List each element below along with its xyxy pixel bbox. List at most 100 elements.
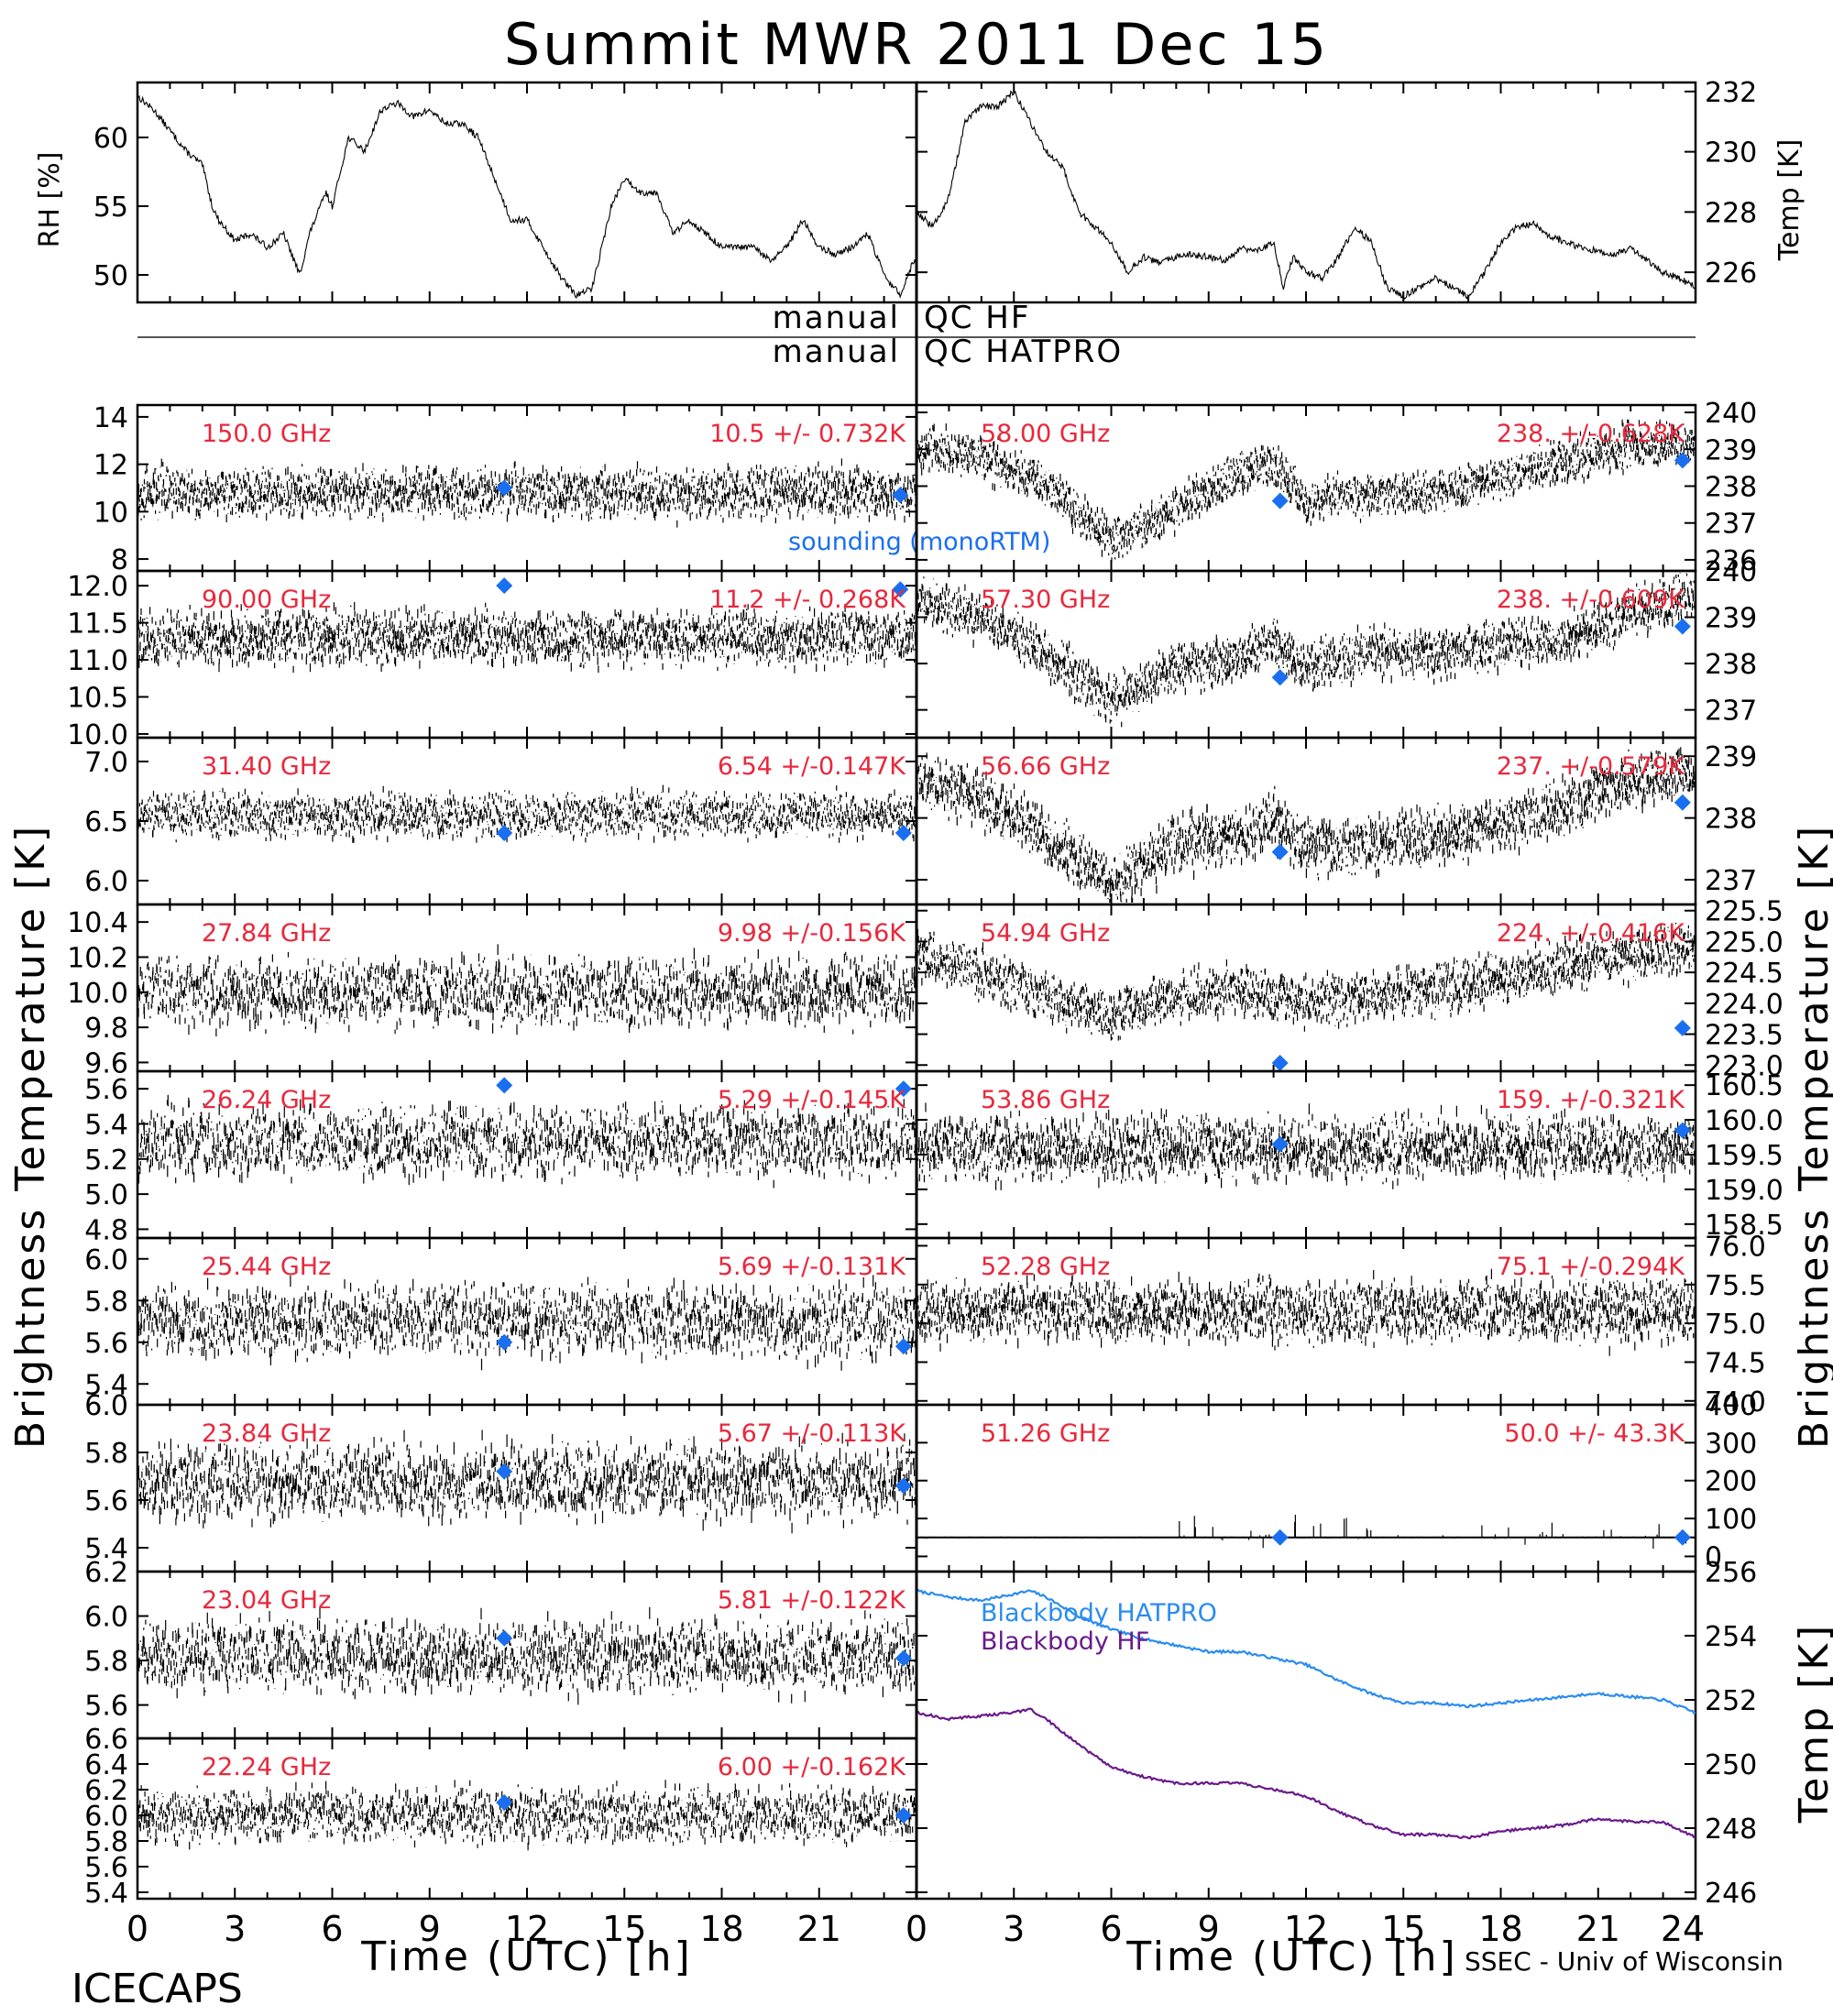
temp_top-ytick-label: 232 xyxy=(1705,77,1757,109)
qc-hatpro-right: QC HATPRO xyxy=(924,334,1123,370)
temp-bottom-axis-label: Temp [K] xyxy=(1791,1623,1833,1824)
hat-52.28-ytick-label: 74.0 xyxy=(1705,1386,1766,1419)
hat-54.94-ytick-label: 223.0 xyxy=(1705,1050,1784,1082)
hf-150-points xyxy=(137,458,917,528)
hat-23.84-ytick-label: 5.6 xyxy=(84,1485,128,1517)
temp_top-line xyxy=(916,90,1696,301)
sounding-point xyxy=(895,1477,912,1495)
x-tick-label-left: 9 xyxy=(419,1909,441,1949)
hat-22.24-ytick-label: 5.6 xyxy=(84,1852,128,1884)
hat-25.44-ytick-label: 5.8 xyxy=(84,1286,128,1318)
hat-58.00-ytick-label: 240 xyxy=(1705,398,1757,430)
temp_bottom-ytick-label: 250 xyxy=(1705,1749,1757,1781)
hat-52.28-points xyxy=(916,1268,1696,1356)
hat-23.04-ytick-label: 5.6 xyxy=(84,1691,128,1723)
hat-54.94-ytick-label: 225.0 xyxy=(1705,926,1784,959)
hat-53.86-points xyxy=(916,1102,1696,1190)
hf-150-ytick-label: 8 xyxy=(111,544,128,576)
hat-26.24-ytick-label: 4.8 xyxy=(84,1214,128,1246)
hat-25.44-stat-label: 5.69 +/-0.131K xyxy=(718,1253,906,1281)
temp_bottom-ytick-label: 248 xyxy=(1705,1813,1757,1846)
temp_top-ytick-label: 226 xyxy=(1705,257,1757,290)
rh-ytick-label: 55 xyxy=(93,192,128,224)
hat-26.24-ytick-label: 5.4 xyxy=(84,1109,128,1141)
temp-top-axis-label: Temp [K] xyxy=(1773,139,1806,262)
sounding-point xyxy=(496,577,513,595)
rh-line xyxy=(137,94,917,300)
hat-54.94-ytick-label: 224.5 xyxy=(1705,958,1784,990)
hat-53.86-ytick-label: 160.5 xyxy=(1705,1070,1784,1102)
hat-51.26-ytick-label: 200 xyxy=(1705,1466,1757,1498)
hat-27.84-stat-label: 9.98 +/-0.156K xyxy=(718,919,906,948)
x-tick-label-right: 18 xyxy=(1478,1909,1522,1949)
hat-51.26-ytick-label: 300 xyxy=(1705,1428,1757,1460)
hat-54.94-ytick-label: 223.5 xyxy=(1705,1020,1784,1052)
hat-23.84-ytick-label: 6.0 xyxy=(84,1390,128,1422)
hat-52.28-stat-label: 75.1 +/-0.294K xyxy=(1497,1253,1685,1281)
sounding-point xyxy=(895,825,912,841)
hf-90-stat-label: 11.2 +/- 0.268K xyxy=(709,586,906,614)
hat-25.44-ytick-label: 5.4 xyxy=(84,1369,128,1401)
sounding-point xyxy=(892,487,909,504)
hat-56.66-freq-label: 56.66 GHz xyxy=(981,752,1110,781)
sounding-point xyxy=(1674,1122,1691,1139)
panel-hat-58.00: 236 237 238 239 240 58.00 GHz 238. +/-0.628K xyxy=(915,398,1757,577)
hf-150-ytick-label: 10 xyxy=(93,497,128,529)
x-tick-label-left: 12 xyxy=(505,1909,549,1949)
hat-31.40-ytick-label: 7.0 xyxy=(84,747,128,779)
x-tick-label-right: 3 xyxy=(1003,1909,1025,1949)
hat-22.24-ytick-label: 6.6 xyxy=(84,1724,128,1756)
brightness-left-axis-label: Brightness Temperature [K] xyxy=(7,824,54,1449)
temp_bottom-ytick-label: 256 xyxy=(1705,1557,1757,1589)
hat-57.30-ytick-label: 240 xyxy=(1705,556,1757,588)
sounding-point xyxy=(895,1338,912,1355)
hat-26.24-freq-label: 26.24 GHz xyxy=(202,1086,331,1114)
sounding-legend: sounding (monoRTM) xyxy=(788,528,1050,556)
x-tick-label-right: 21 xyxy=(1576,1909,1620,1949)
chart-title: Summit MWR 2011 Dec 15 xyxy=(504,11,1329,78)
sounding-point xyxy=(1271,843,1289,860)
sounding-point xyxy=(1674,1528,1691,1546)
qc-hatpro-left: manual xyxy=(773,334,900,370)
sounding-point xyxy=(1271,1055,1289,1071)
hat-52.28-ytick-label: 75.5 xyxy=(1705,1270,1766,1302)
panel-hat-51.26: 0 100 200 300 400 51.26 GHz 50.0 +/- 43.3K xyxy=(915,1390,1757,1573)
sounding-point xyxy=(895,1080,912,1098)
hat-57.30-ytick-label: 239 xyxy=(1705,603,1757,635)
temp_bottom-ytick-label: 254 xyxy=(1705,1621,1757,1653)
hat-51.26-ytick-label: 400 xyxy=(1705,1390,1757,1422)
hat-27.84-ytick-label: 9.8 xyxy=(84,1013,128,1045)
hat-27.84-points xyxy=(137,944,917,1036)
sounding-point xyxy=(1674,452,1691,469)
rh-axis-label: RH [%] xyxy=(34,152,66,248)
sounding-point xyxy=(892,581,909,598)
hf-150-ytick-label: 12 xyxy=(93,450,128,482)
sounding-point xyxy=(1271,492,1289,509)
x-tick-label-left: 3 xyxy=(224,1909,246,1949)
hat-26.24-ytick-label: 5.6 xyxy=(84,1074,128,1106)
panel-hat-52.28: 74.0 74.5 75.0 75.5 76.0 52.28 GHz 75.1 +/-0.2… xyxy=(915,1231,1766,1419)
hat-54.94-stat-label: 224. +/-0.416K xyxy=(1497,919,1685,948)
sounding-point xyxy=(895,1649,912,1667)
x-tick-label-left: 21 xyxy=(797,1909,841,1949)
blackbody-line-hatpro xyxy=(916,1588,1696,1715)
hat-23.04-ytick-label: 6.0 xyxy=(84,1602,128,1634)
x-tick-label-left: 15 xyxy=(602,1909,646,1949)
hat-57.30-stat-label: 238. +/-0.609K xyxy=(1497,586,1685,614)
hat-58.00-ytick-label: 239 xyxy=(1705,434,1757,466)
hf-90-ytick-label: 10.5 xyxy=(67,683,128,715)
hat-52.28-ytick-label: 75.0 xyxy=(1705,1309,1766,1341)
hat-27.84-ytick-label: 10.4 xyxy=(67,907,128,939)
legend-blackbody-hf: Blackbody HF xyxy=(981,1627,1149,1656)
x-tick-label-right: 12 xyxy=(1284,1909,1328,1949)
hf-90-ytick-label: 12.0 xyxy=(67,571,128,603)
brightness-right-axis-label: Brightness Temperature [K] xyxy=(1791,824,1833,1449)
sounding-point xyxy=(1674,1019,1691,1036)
hat-54.94-freq-label: 54.94 GHz xyxy=(981,919,1110,948)
hat-58.00-freq-label: 58.00 GHz xyxy=(981,420,1110,448)
hat-27.84-ytick-label: 9.6 xyxy=(84,1047,128,1079)
hat-23.84-ytick-label: 5.4 xyxy=(84,1533,128,1565)
sounding-point xyxy=(1271,669,1289,686)
hat-52.28-freq-label: 52.28 GHz xyxy=(981,1253,1110,1281)
